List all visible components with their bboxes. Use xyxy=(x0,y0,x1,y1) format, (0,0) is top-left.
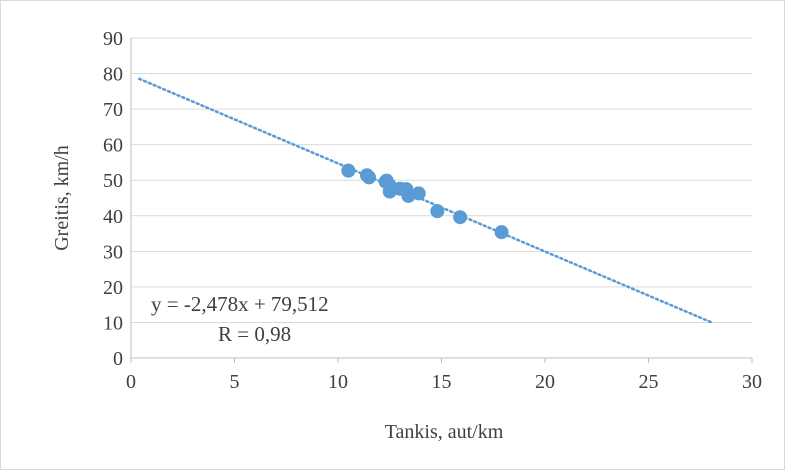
trendline xyxy=(138,77,712,324)
x-tick-label: 5 xyxy=(230,371,240,393)
x-tick-label: 20 xyxy=(535,371,555,393)
data-point xyxy=(411,186,426,201)
y-tick-label: 60 xyxy=(103,135,123,157)
x-tick-label: 30 xyxy=(742,371,762,393)
x-tick-label: 0 xyxy=(126,371,136,393)
y-tick-label: 0 xyxy=(113,348,123,370)
data-points xyxy=(341,163,509,240)
y-tick-label: 30 xyxy=(103,241,123,263)
y-tick-label: 90 xyxy=(103,28,123,50)
y-tick-labels: 0 10 20 30 40 50 60 70 80 90 xyxy=(103,28,123,370)
trendline-group xyxy=(138,77,712,324)
x-tick-label: 15 xyxy=(432,371,452,393)
data-point xyxy=(430,204,445,219)
x-tick-label: 25 xyxy=(639,371,659,393)
y-tick-label: 50 xyxy=(103,170,123,192)
axes xyxy=(130,38,753,363)
data-point xyxy=(453,210,468,225)
x-tick-labels: 0 5 10 15 20 25 30 xyxy=(126,371,762,393)
trendline-equation: y = -2,478x + 79,512 xyxy=(151,292,329,316)
data-point xyxy=(341,163,356,178)
x-tick-label: 10 xyxy=(328,371,348,393)
data-point xyxy=(362,170,377,185)
y-axis-label: Greitis, km/h xyxy=(51,145,73,251)
y-tick-label: 40 xyxy=(103,206,123,228)
y-tick-label: 10 xyxy=(103,312,123,334)
y-tick-label: 70 xyxy=(103,99,123,121)
y-tick-label: 20 xyxy=(103,277,123,299)
data-point xyxy=(494,225,509,240)
gridlines xyxy=(131,37,752,323)
r-value-label: R = 0,98 xyxy=(218,322,291,346)
y-tick-label: 80 xyxy=(103,64,123,86)
x-axis-label: Tankis, aut/km xyxy=(385,421,504,443)
